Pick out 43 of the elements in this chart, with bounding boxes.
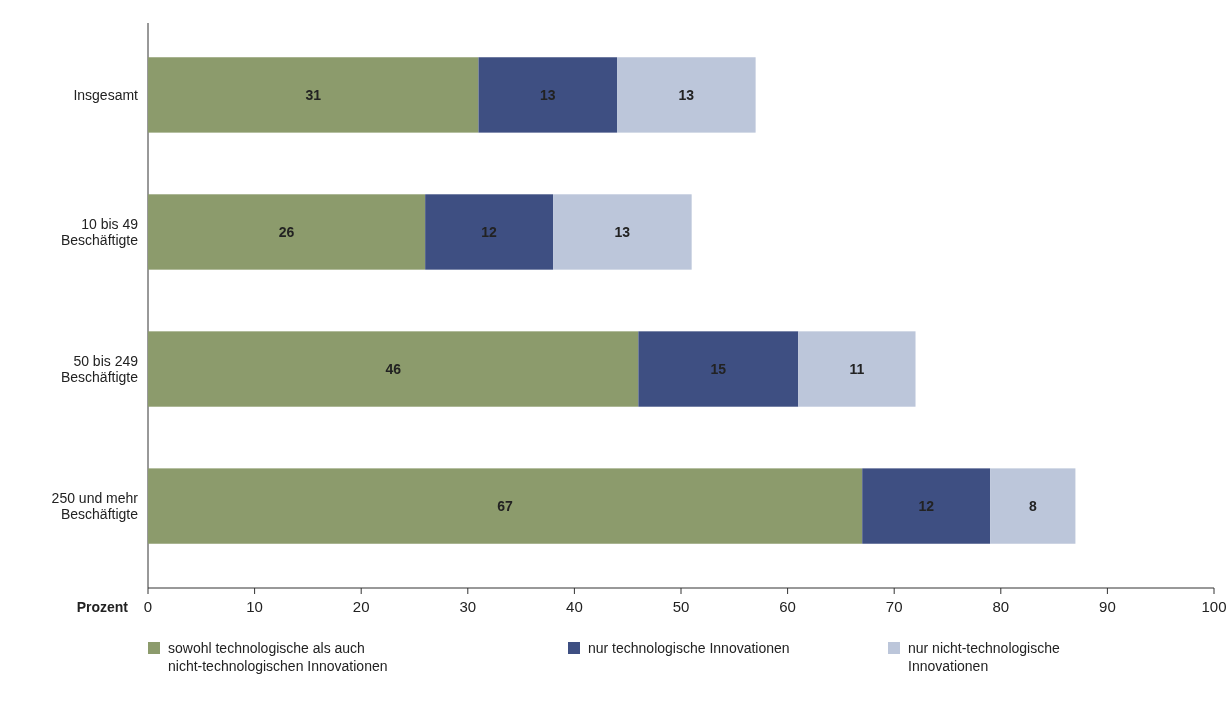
x-tick-label: 90 <box>1099 598 1116 615</box>
data-label: 31 <box>305 86 322 103</box>
data-label: 15 <box>710 360 727 377</box>
y-tick-label: Insgesamt <box>73 86 139 103</box>
x-tick-label: 70 <box>885 598 903 615</box>
y-tick-label: 250 und mehr Beschäftigte <box>51 489 139 522</box>
bar <box>425 194 554 270</box>
x-tick-label: 20 <box>352 598 370 615</box>
bar <box>798 331 916 407</box>
x-tick-label: 80 <box>992 598 1010 615</box>
data-label: 13 <box>614 223 631 240</box>
x-tick-label: 30 <box>459 598 477 615</box>
y-tick-label: 10 bis 49 Beschäftigte <box>60 215 139 248</box>
x-tick-label: 100 <box>1201 598 1227 615</box>
bar <box>148 194 426 270</box>
data-label: 11 <box>849 360 865 377</box>
bar <box>990 468 1076 544</box>
data-label: 13 <box>539 86 556 103</box>
bar <box>617 57 756 133</box>
bar <box>148 57 479 133</box>
data-label: 26 <box>278 223 295 240</box>
bar <box>148 331 639 407</box>
bar <box>638 331 799 407</box>
x-tick-label: 40 <box>566 598 583 615</box>
x-tick-label: 60 <box>779 598 796 615</box>
bar <box>862 468 991 544</box>
bar <box>553 194 692 270</box>
x-tick-label: 0 <box>143 598 153 615</box>
legend-label: nur nicht-technologische Innovationen <box>908 639 1060 674</box>
data-label: 12 <box>918 497 935 514</box>
data-label: 12 <box>481 223 498 240</box>
x-tick-label: 50 <box>672 598 690 615</box>
bar <box>148 468 863 544</box>
bar <box>478 57 618 133</box>
data-label: 13 <box>678 86 695 103</box>
x-tick-label: 10 <box>246 598 263 615</box>
legend-label: sowohl technologische als auch nicht-technologischen Innovationen <box>168 639 388 674</box>
data-label: 46 <box>385 360 402 377</box>
data-label: 8 <box>1028 497 1037 514</box>
legend-label: nur technologische Innovationen <box>588 639 790 656</box>
x-axis-title: Prozent <box>76 599 129 615</box>
data-label: 67 <box>497 497 514 514</box>
y-tick-label: 50 bis 249 Beschäftigte <box>60 352 139 385</box>
